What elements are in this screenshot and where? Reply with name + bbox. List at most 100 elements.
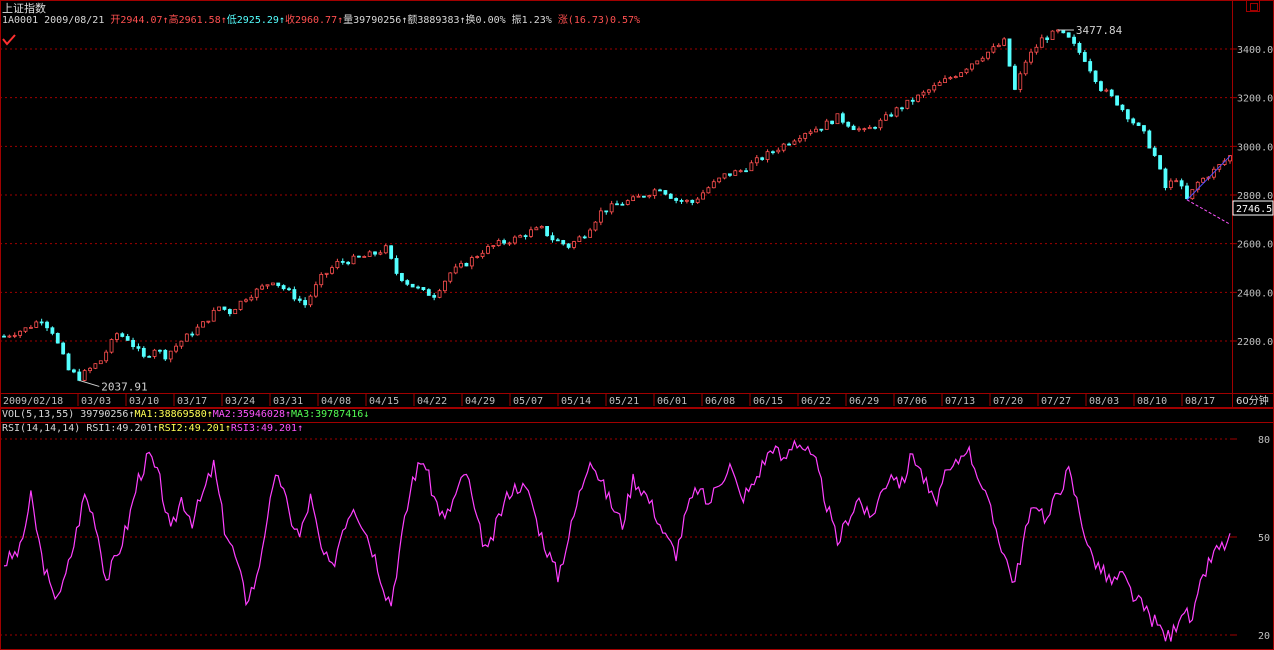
candle-body [55, 332, 60, 344]
candle-body [217, 306, 221, 311]
candle-body [566, 243, 571, 248]
candle-body [717, 177, 722, 183]
candle-body [1174, 180, 1179, 183]
candle-body [695, 198, 700, 203]
candle-body [61, 342, 66, 355]
candle-body [883, 114, 888, 121]
candle-body [835, 113, 840, 125]
candle-body [1034, 46, 1039, 53]
candle-body [179, 340, 184, 347]
price-chart[interactable]: 3400.0 3200.0 3000.0 2800.0 2600.0 2400.0 2200… [0, 0, 1274, 408]
candle-body [28, 326, 33, 329]
candle-body [647, 195, 652, 198]
candle-body [1152, 147, 1157, 156]
rsi-y-tick-label: 20 [1258, 631, 1270, 642]
candle-body [93, 363, 98, 369]
date-tick-label: 05/21 [609, 396, 639, 407]
candle-body [744, 170, 748, 173]
candle-body [529, 229, 533, 237]
candle-body [1211, 168, 1216, 178]
candle-body [1115, 95, 1119, 106]
candle-body [152, 349, 157, 357]
candle-body [66, 353, 71, 371]
candle-body [889, 114, 894, 117]
candle-body [421, 287, 426, 291]
candle-body [238, 300, 243, 310]
candle-body [313, 284, 318, 297]
date-tick-label: 04/29 [465, 396, 495, 407]
rsi-bar: RSI(14,14,14) RSI1:49.201↑RSI2:49.201↑RS… [2, 423, 303, 435]
candle-body [410, 283, 415, 288]
date-tick-label: 08/10 [1137, 396, 1167, 407]
arrow-up-icon: ↑ [278, 15, 285, 26]
candle-body [733, 170, 738, 176]
candle-body [1104, 89, 1109, 92]
rsi2-value: RSI2:49.201 [158, 423, 225, 434]
date-tick-label: 04/22 [417, 396, 447, 407]
candle-body [523, 235, 528, 238]
candle-body [658, 189, 662, 192]
candle-body [254, 288, 259, 298]
candle-body [50, 327, 55, 334]
quote-bar: 1A0001 2009/08/21 开2944.07↑高2961.58↑低292… [2, 15, 640, 27]
date-tick-label: 2009/02/18 [3, 396, 63, 407]
candle-body [808, 131, 813, 134]
candle-body [1072, 36, 1076, 44]
candle-body [34, 321, 39, 328]
candle-body [862, 128, 867, 131]
candle-body [168, 350, 173, 360]
candle-body [2, 335, 6, 338]
candle-body [803, 133, 808, 139]
candle-body [1131, 118, 1136, 124]
candle-body [297, 298, 302, 301]
candle-body [991, 46, 996, 53]
candle-body [975, 60, 980, 65]
candle-body [625, 200, 630, 205]
candle-body [986, 51, 990, 59]
amount-value: 额3889383 [407, 15, 460, 26]
rsi-chart[interactable]: 80 50 20 [0, 408, 1274, 650]
period-label[interactable]: 60分钟 [1236, 396, 1269, 407]
candle-body [824, 120, 829, 130]
date-tick-label: 04/15 [369, 396, 399, 407]
candle-body [383, 245, 388, 254]
candle-body [7, 335, 12, 338]
candle-body [276, 282, 281, 286]
candle-body [335, 261, 340, 269]
candle-body [550, 235, 555, 241]
candle-body [45, 321, 49, 329]
volume-value: 量39790256 [343, 15, 402, 26]
candle-body [964, 68, 969, 74]
candle-body [663, 190, 668, 195]
candle-body [195, 326, 200, 336]
candle-body [539, 226, 544, 229]
candle-body [771, 151, 775, 154]
candle-body [373, 251, 377, 255]
candle-body [400, 273, 404, 281]
candle-body [851, 125, 856, 131]
date-tick-label: 03/17 [177, 396, 207, 407]
candle-body [685, 199, 689, 202]
candle-body [1093, 70, 1098, 82]
date-tick-label: 06/22 [801, 396, 831, 407]
change-value: 涨(16.73)0.57% [557, 15, 641, 26]
candle-body [1013, 65, 1017, 90]
candle-body [921, 91, 926, 96]
candle-body [115, 333, 119, 340]
min-marker-line [79, 379, 100, 387]
candle-body [98, 360, 103, 365]
candle-body [572, 241, 576, 248]
candle-body [491, 245, 496, 247]
candle-body [1168, 180, 1173, 189]
date-tick-label: 03/31 [273, 396, 303, 407]
candle-body [292, 289, 297, 300]
candle-body [905, 99, 910, 109]
candle-body [136, 346, 141, 349]
candle-body [378, 252, 383, 255]
candle-body [690, 199, 695, 203]
candle-body [620, 203, 625, 206]
rsi-y-tick-label: 50 [1258, 533, 1270, 544]
rsi-line [3, 439, 1231, 642]
candle-body [18, 330, 23, 336]
candle-body [840, 113, 845, 123]
